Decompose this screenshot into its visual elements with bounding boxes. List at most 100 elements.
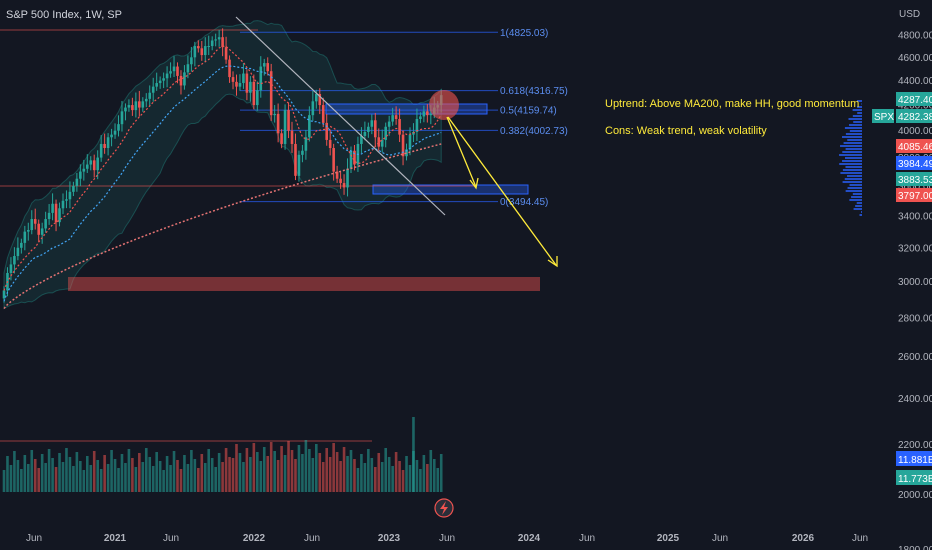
candle-body	[391, 115, 394, 122]
candle-body	[422, 111, 426, 117]
time-tick: 2024	[518, 533, 541, 544]
volume-bar	[68, 457, 72, 492]
candle-body	[280, 133, 283, 144]
volume-bar	[20, 469, 23, 492]
volume-bar	[23, 455, 27, 492]
candle-body	[172, 66, 176, 72]
candle-body	[315, 93, 318, 102]
fib-lines-layer: 1(4825.03) 0.618(4316.75) 0.5(4159.74) 0.38…	[240, 28, 568, 208]
volume-bar	[380, 462, 384, 492]
candle-body	[127, 105, 131, 108]
volume-bar	[387, 457, 391, 492]
price-tick: 2200.00	[898, 440, 932, 451]
time-tick: 2021	[104, 533, 127, 544]
price-badge-text: SPX	[874, 112, 894, 123]
volume-bar	[235, 444, 238, 492]
candle-body	[197, 46, 200, 49]
candle-body	[266, 63, 270, 72]
volume-bar	[245, 448, 249, 492]
candle-body	[72, 185, 75, 192]
volume-bar	[141, 462, 145, 492]
volume-bar	[377, 453, 381, 492]
currency-label: USD	[899, 9, 921, 20]
zones-layer	[0, 29, 540, 442]
volume-badge	[896, 470, 932, 485]
volume-bar	[117, 468, 120, 492]
volume-bar	[342, 447, 346, 492]
drawings-layer	[235, 16, 558, 268]
candle-body	[408, 134, 412, 150]
volume-bar	[89, 465, 93, 492]
volume-bar	[335, 452, 339, 492]
time-tick: Jun	[439, 533, 455, 544]
volume-bar	[273, 451, 276, 492]
price-badge	[896, 188, 932, 202]
price-badge-text: 4085.46	[898, 142, 932, 153]
candle-body	[273, 113, 276, 116]
volume-bar	[162, 470, 165, 492]
volume-bar	[200, 454, 204, 492]
volume-bar	[40, 454, 44, 492]
resistance-zone-blue	[325, 103, 488, 115]
candle-body	[283, 110, 287, 144]
candle-body	[54, 203, 58, 223]
trend-line-down	[235, 16, 446, 216]
candle-body	[256, 90, 259, 106]
ma-short	[3, 45, 442, 291]
candle-body	[332, 148, 335, 172]
candle-body	[13, 256, 16, 265]
volume-bar	[394, 452, 398, 492]
volume-bars	[2, 417, 443, 492]
price-badge-text: 4282.38	[898, 112, 932, 123]
ma-50	[3, 65, 442, 302]
price-badge	[896, 139, 932, 153]
candle-body	[301, 150, 304, 155]
lightning-icon[interactable]	[434, 498, 454, 518]
candle-body	[377, 137, 381, 147]
candle-body	[387, 121, 391, 127]
chart-title: S&P 500 Index, 1W, SP	[6, 9, 122, 21]
candle-body	[262, 63, 266, 67]
candle-body	[75, 178, 79, 186]
volume-bar	[210, 458, 214, 492]
price-tick: 3200.00	[898, 243, 932, 254]
candle-body	[210, 40, 214, 47]
price-tick: 4000.00	[898, 126, 932, 137]
volume-bar	[2, 470, 6, 492]
time-tick: 2023	[378, 533, 401, 544]
volume-bar	[197, 468, 200, 492]
price-labels: 4287.40 SPX 4282.38 4085.46 3984.49 3883.53 37…	[872, 92, 932, 485]
volume-bar	[436, 468, 440, 492]
price-tick: 2000.00	[898, 490, 932, 501]
price-tick: 2600.00	[898, 352, 932, 363]
volume-bar	[148, 457, 152, 492]
candle-body	[238, 83, 242, 87]
support-zone-blue	[372, 184, 529, 195]
candle-body	[217, 37, 221, 40]
volume-spike	[412, 417, 415, 492]
volume-bar	[151, 466, 155, 492]
candle-body	[203, 46, 207, 56]
volume-bar	[401, 470, 405, 492]
time-tick: Jun	[579, 533, 595, 544]
price-tick: 2400.00	[898, 394, 932, 405]
volume-bar	[203, 463, 207, 492]
volume-bar	[304, 440, 308, 492]
candle-body	[308, 115, 311, 138]
candle-body	[335, 171, 339, 179]
candle-body	[40, 228, 44, 235]
candle-body	[224, 47, 228, 60]
volume-bar	[65, 448, 68, 492]
volume-bar	[92, 451, 96, 492]
volume-bar	[13, 451, 16, 492]
volume-bar	[360, 454, 363, 492]
volume-bar	[165, 456, 169, 492]
volume-bar	[96, 460, 99, 492]
volume-bar	[315, 444, 318, 492]
volume-bar	[238, 453, 242, 492]
volume-bar	[287, 441, 290, 492]
volume-bar	[363, 463, 367, 492]
cons-note: Cons: Weak trend, weak volatility	[605, 125, 767, 137]
price-badge	[896, 109, 932, 123]
